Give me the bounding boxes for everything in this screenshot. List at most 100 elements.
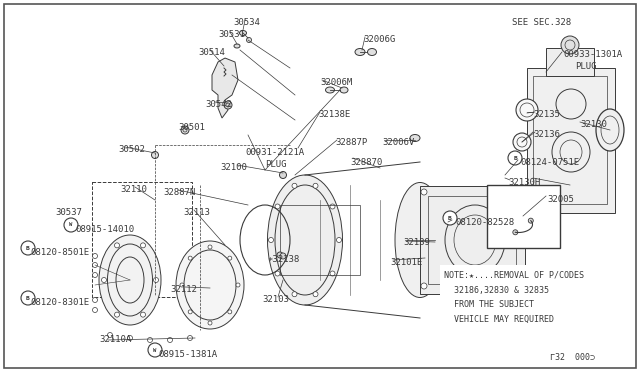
Ellipse shape bbox=[421, 189, 427, 195]
Ellipse shape bbox=[516, 99, 538, 121]
Ellipse shape bbox=[64, 218, 78, 232]
Ellipse shape bbox=[180, 283, 184, 287]
Bar bbox=[533, 76, 607, 204]
Text: 30501: 30501 bbox=[178, 123, 205, 132]
Ellipse shape bbox=[115, 243, 120, 248]
Ellipse shape bbox=[561, 36, 579, 54]
Ellipse shape bbox=[188, 256, 192, 260]
Text: 32130: 32130 bbox=[580, 120, 607, 129]
Ellipse shape bbox=[21, 241, 35, 255]
Text: 32130H: 32130H bbox=[508, 178, 540, 187]
Ellipse shape bbox=[513, 189, 519, 195]
Ellipse shape bbox=[313, 183, 318, 188]
Ellipse shape bbox=[181, 126, 189, 134]
Ellipse shape bbox=[127, 336, 132, 340]
Ellipse shape bbox=[141, 312, 145, 317]
Text: 00931-2121A: 00931-2121A bbox=[245, 148, 304, 157]
Text: 08915-14010: 08915-14010 bbox=[75, 225, 134, 234]
Text: 32138E: 32138E bbox=[318, 110, 350, 119]
Bar bbox=[487, 185, 560, 248]
Ellipse shape bbox=[355, 48, 365, 55]
Text: 32103: 32103 bbox=[262, 295, 289, 304]
Ellipse shape bbox=[108, 333, 113, 337]
Text: 30502: 30502 bbox=[118, 145, 145, 154]
Text: 32006V: 32006V bbox=[382, 138, 414, 147]
Text: 32006G: 32006G bbox=[363, 35, 396, 44]
Ellipse shape bbox=[208, 321, 212, 325]
Text: 32110A: 32110A bbox=[99, 335, 131, 344]
Ellipse shape bbox=[176, 241, 244, 329]
Ellipse shape bbox=[239, 31, 246, 35]
Text: 32112: 32112 bbox=[170, 285, 197, 294]
Ellipse shape bbox=[228, 310, 232, 314]
Ellipse shape bbox=[102, 278, 106, 282]
Ellipse shape bbox=[228, 256, 232, 260]
Ellipse shape bbox=[340, 87, 348, 93]
Ellipse shape bbox=[93, 298, 97, 302]
Text: B: B bbox=[513, 155, 517, 160]
Text: 08120-8301E: 08120-8301E bbox=[30, 298, 89, 307]
Text: PLUG: PLUG bbox=[265, 160, 287, 169]
Bar bbox=[92, 182, 192, 297]
Ellipse shape bbox=[141, 243, 145, 248]
Text: 00933-1301A: 00933-1301A bbox=[563, 50, 622, 59]
Text: W: W bbox=[154, 347, 157, 353]
Ellipse shape bbox=[326, 87, 335, 93]
Text: 30534: 30534 bbox=[233, 18, 260, 27]
Ellipse shape bbox=[443, 211, 457, 225]
Ellipse shape bbox=[236, 283, 240, 287]
Text: 08120-82528: 08120-82528 bbox=[455, 218, 514, 227]
Ellipse shape bbox=[395, 183, 445, 298]
Ellipse shape bbox=[280, 171, 287, 179]
Ellipse shape bbox=[147, 337, 152, 343]
Ellipse shape bbox=[208, 245, 212, 249]
FancyBboxPatch shape bbox=[527, 68, 615, 213]
Ellipse shape bbox=[246, 38, 252, 42]
Text: 32110: 32110 bbox=[120, 185, 147, 194]
Ellipse shape bbox=[269, 237, 273, 243]
Ellipse shape bbox=[330, 271, 335, 276]
PathPatch shape bbox=[212, 58, 238, 118]
Text: SEE SEC.328: SEE SEC.328 bbox=[513, 18, 572, 27]
Bar bbox=[440, 265, 628, 355]
Text: B: B bbox=[448, 215, 452, 221]
Ellipse shape bbox=[528, 218, 533, 223]
Ellipse shape bbox=[445, 217, 451, 224]
Text: W: W bbox=[69, 222, 72, 228]
Ellipse shape bbox=[275, 204, 280, 209]
Text: 08124-0751E: 08124-0751E bbox=[520, 158, 579, 167]
Ellipse shape bbox=[268, 175, 342, 305]
Text: 328870: 328870 bbox=[350, 158, 382, 167]
Text: 32100: 32100 bbox=[220, 163, 247, 172]
Text: PLUG: PLUG bbox=[575, 62, 596, 71]
Ellipse shape bbox=[513, 283, 519, 289]
Ellipse shape bbox=[330, 204, 335, 209]
Text: 32139: 32139 bbox=[403, 238, 430, 247]
Text: 30542: 30542 bbox=[205, 100, 232, 109]
Bar bbox=[428, 196, 516, 284]
Text: 32005: 32005 bbox=[547, 195, 574, 204]
Ellipse shape bbox=[115, 312, 120, 317]
Ellipse shape bbox=[596, 109, 624, 151]
Ellipse shape bbox=[275, 271, 280, 276]
Text: 32136: 32136 bbox=[533, 130, 560, 139]
Text: 30537: 30537 bbox=[55, 208, 82, 217]
Ellipse shape bbox=[21, 291, 35, 305]
Ellipse shape bbox=[99, 235, 161, 325]
Text: Γ32  000⊃: Γ32 000⊃ bbox=[550, 353, 595, 362]
Text: 32135: 32135 bbox=[533, 110, 560, 119]
Ellipse shape bbox=[152, 151, 159, 158]
Ellipse shape bbox=[154, 278, 159, 282]
Ellipse shape bbox=[277, 252, 283, 258]
Ellipse shape bbox=[168, 337, 173, 343]
Ellipse shape bbox=[224, 101, 232, 109]
Text: 32113: 32113 bbox=[183, 208, 210, 217]
Ellipse shape bbox=[337, 237, 342, 243]
Text: 30514: 30514 bbox=[198, 48, 225, 57]
Bar bbox=[546, 48, 594, 76]
Ellipse shape bbox=[234, 44, 240, 48]
Text: ∗32138: ∗32138 bbox=[267, 255, 300, 264]
Ellipse shape bbox=[292, 183, 297, 188]
Text: 32887N: 32887N bbox=[163, 188, 195, 197]
Ellipse shape bbox=[410, 135, 420, 141]
